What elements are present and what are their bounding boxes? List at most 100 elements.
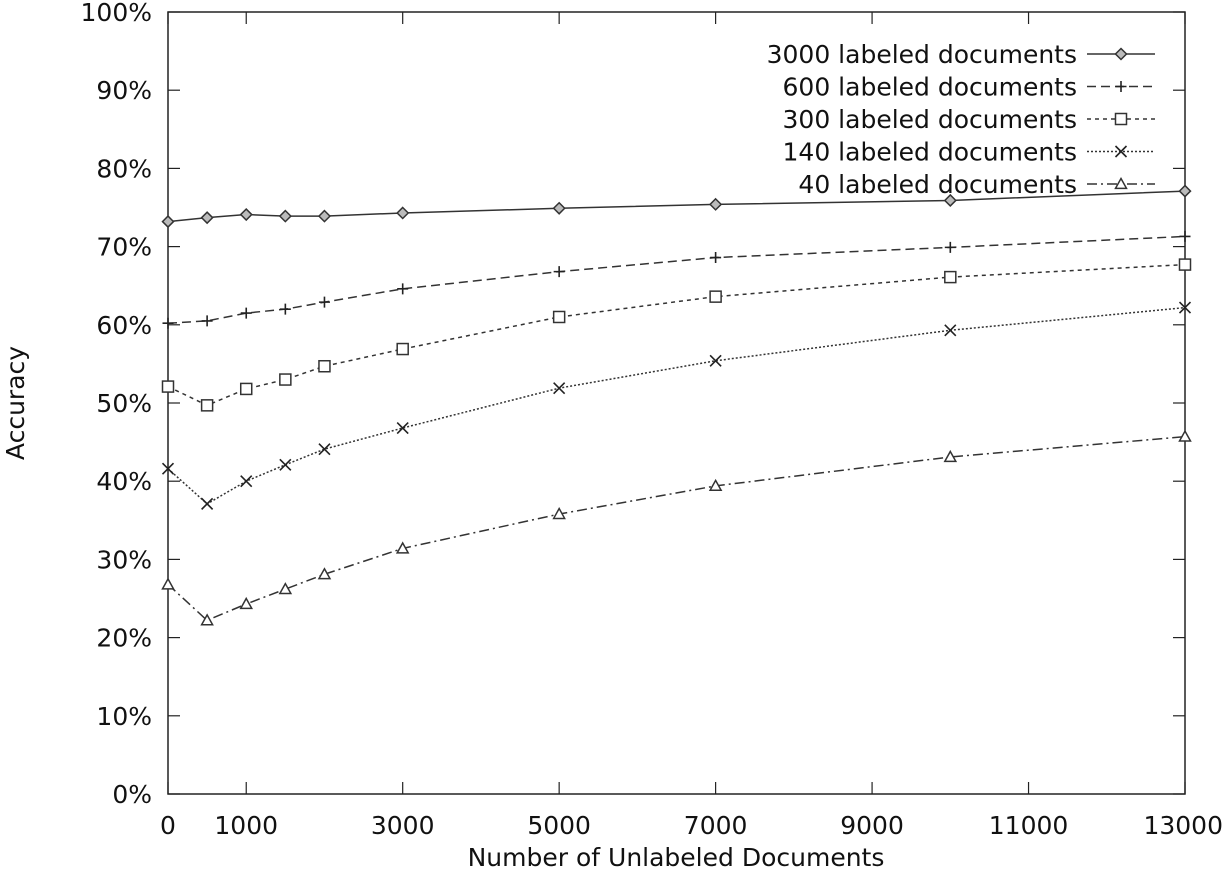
data-point	[710, 252, 722, 264]
data-point	[553, 382, 566, 395]
y-tick-label: 60%	[96, 311, 152, 340]
data-point	[709, 197, 723, 211]
data-point	[396, 421, 409, 435]
y-tick-label: 90%	[96, 76, 152, 105]
y-tick-label: 100%	[81, 0, 152, 27]
data-point	[201, 497, 214, 510]
x-tick-label: 13000	[1143, 811, 1223, 840]
data-point	[239, 382, 253, 396]
series-layer	[161, 184, 1192, 626]
y-tick-label: 50%	[96, 389, 152, 418]
data-point	[709, 290, 722, 303]
data-point	[944, 324, 957, 337]
data-point	[943, 193, 957, 208]
legend-swatch-marker	[1115, 81, 1127, 92]
y-axis-title: Accuracy	[1, 346, 30, 460]
legend-label: 300 labeled documents	[783, 105, 1077, 134]
legend-swatch-marker	[1114, 145, 1128, 158]
series-group	[161, 184, 1192, 229]
data-point	[552, 201, 566, 215]
y-tick-label: 40%	[96, 467, 152, 496]
data-point	[240, 307, 252, 319]
data-point	[240, 475, 253, 488]
legend-label: 40 labeled documents	[798, 170, 1077, 199]
data-point	[944, 270, 957, 284]
legend: 3000 labeled documents 600 labeled docume…	[767, 40, 1155, 199]
y-tick-label: 0%	[112, 780, 152, 809]
series-group	[161, 258, 1192, 412]
data-point	[1179, 230, 1191, 242]
data-point	[279, 458, 292, 471]
x-tick-label: 0	[160, 811, 176, 840]
legend-swatch-marker	[1114, 176, 1128, 190]
data-point	[943, 449, 958, 463]
data-point	[1178, 301, 1192, 314]
y-tick-label: 10%	[96, 702, 152, 731]
data-point	[279, 373, 292, 386]
data-point	[397, 283, 409, 295]
data-point	[279, 303, 291, 315]
data-point	[318, 443, 331, 456]
data-point	[552, 506, 566, 520]
data-point	[944, 241, 956, 253]
data-point	[318, 296, 330, 308]
x-tick-label: 11000	[989, 811, 1069, 840]
series-line	[167, 306, 1186, 505]
series-line	[167, 235, 1186, 324]
data-point	[317, 209, 332, 223]
data-point	[239, 207, 253, 222]
legend-entry: 3000 labeled documents	[767, 40, 1155, 69]
series-group	[161, 429, 1192, 626]
data-point	[161, 577, 175, 590]
y-tick-label: 80%	[96, 154, 152, 183]
legend-entry: 40 labeled documents	[798, 170, 1155, 199]
data-point	[278, 209, 292, 223]
series-line	[167, 263, 1186, 407]
y-tick-label: 70%	[96, 233, 152, 262]
legend-swatch-marker	[1114, 112, 1128, 126]
data-point	[317, 567, 332, 580]
data-point	[709, 354, 722, 367]
y-axis: 0% 10% 20% 30% 40% 50% 60% 70% 80% 90% 100%	[81, 0, 1185, 809]
data-point	[161, 462, 175, 475]
data-point	[708, 478, 723, 492]
data-point	[200, 211, 214, 225]
series-group	[162, 230, 1191, 329]
data-point	[200, 399, 214, 412]
x-axis: 0 1000 3000 5000 7000 9000 11000 13000	[160, 12, 1223, 840]
legend-entry: 140 labeled documents	[783, 138, 1155, 167]
legend-label: 600 labeled documents	[783, 73, 1077, 102]
data-point	[396, 206, 410, 220]
series-line	[167, 190, 1186, 223]
legend-label: 3000 labeled documents	[767, 40, 1077, 69]
data-point	[1178, 429, 1192, 442]
data-point	[200, 613, 214, 626]
y-tick-label: 30%	[96, 545, 152, 574]
data-point	[161, 215, 175, 229]
x-tick-label: 3000	[371, 811, 435, 840]
data-point	[1178, 184, 1192, 198]
data-point	[161, 380, 175, 393]
y-tick-label: 20%	[96, 624, 152, 653]
data-point	[201, 315, 213, 327]
x-axis-title: Number of Unlabeled Documents	[468, 843, 885, 870]
legend-swatch-marker	[1114, 47, 1128, 61]
data-point	[552, 310, 566, 324]
series-line	[167, 435, 1186, 622]
data-point	[395, 541, 410, 554]
data-point	[396, 342, 409, 356]
legend-label: 140 labeled documents	[783, 138, 1077, 167]
x-tick-label: 5000	[527, 811, 591, 840]
data-point	[1178, 258, 1192, 271]
series-group	[161, 301, 1192, 510]
data-point	[239, 596, 254, 610]
legend-entry: 300 labeled documents	[783, 105, 1155, 134]
data-point	[553, 266, 565, 278]
x-tick-label: 7000	[684, 811, 748, 840]
legend-entry: 600 labeled documents	[783, 73, 1155, 102]
data-point	[278, 582, 293, 595]
x-tick-label: 9000	[840, 811, 904, 840]
data-point	[318, 359, 331, 373]
